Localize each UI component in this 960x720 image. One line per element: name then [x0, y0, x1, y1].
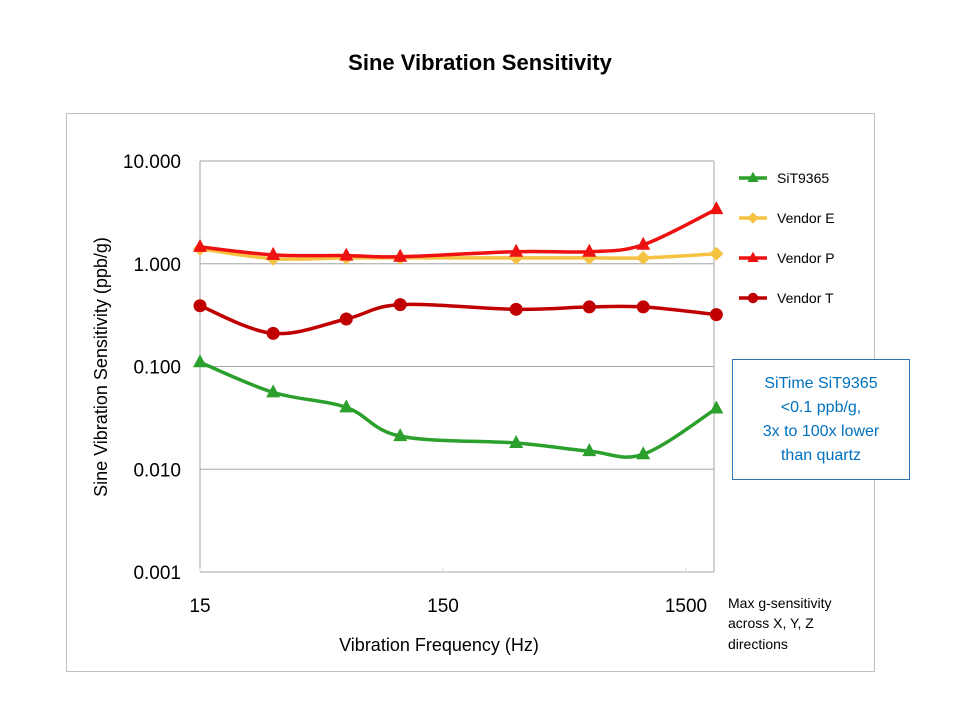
data-point-vendor-t — [509, 302, 523, 316]
callout-line-2: <0.1 ppb/g, — [780, 399, 862, 416]
callout-line-4: than quartz — [780, 447, 862, 464]
callout-line-3: 3x to 100x lower — [762, 423, 880, 440]
data-point-sit9365 — [709, 400, 724, 414]
legend-item-vendor-t: Vendor T — [739, 290, 834, 306]
y-axis-title: Sine Vibration Sensitivity (ppb/g) — [91, 237, 111, 497]
data-point-vendor-p — [509, 243, 524, 257]
series-vendor-t — [193, 298, 723, 340]
y-tick-label: 0.001 — [133, 563, 181, 584]
legend-marker-sit9365 — [747, 171, 759, 182]
data-point-sit9365 — [339, 399, 354, 413]
data-point-vendor-e — [636, 250, 651, 265]
data-point-sit9365 — [266, 384, 281, 398]
legend-label: Vendor P — [777, 250, 835, 266]
x-tick-label: 1500 — [665, 596, 707, 617]
legend-item-vendor-p: Vendor P — [739, 250, 835, 266]
y-tick-label: 0.100 — [133, 358, 181, 379]
note-line-1: Max g-sensitivity — [728, 595, 831, 611]
data-point-vendor-t — [266, 326, 280, 340]
data-point-sit9365 — [193, 354, 207, 368]
x-tick-label: 15 — [189, 596, 210, 617]
data-point-vendor-p — [582, 243, 597, 257]
y-tick-labels: 0.001 0.010 0.100 1.000 10.000 — [123, 152, 181, 584]
legend: SiT9365 Vendor E Vendor P Vendor T — [739, 170, 835, 306]
data-point-vendor-p — [636, 236, 651, 250]
legend-marker-vendor-t — [747, 292, 759, 304]
y-tick-label: 10.000 — [123, 152, 181, 173]
data-point-vendor-e — [709, 246, 724, 261]
data-point-vendor-p — [709, 201, 724, 215]
data-point-vendor-p — [193, 238, 207, 252]
legend-marker-vendor-p — [747, 251, 759, 262]
data-point-vendor-t — [709, 308, 723, 322]
legend-marker-vendor-e — [747, 212, 759, 224]
note-line-3: directions — [728, 636, 788, 652]
slide-title: Sine Vibration Sensitivity — [348, 50, 612, 75]
y-tick-label: 1.000 — [133, 255, 181, 276]
data-point-vendor-p — [339, 247, 354, 261]
data-point-vendor-t — [393, 298, 407, 312]
series-vendor-p — [193, 201, 724, 262]
legend-label: Vendor T — [777, 290, 834, 306]
legend-item-sit9365: SiT9365 — [739, 170, 829, 186]
x-tick-label: 150 — [427, 596, 459, 617]
x-tick-labels: 15 150 1500 — [189, 596, 707, 617]
legend-item-vendor-e: Vendor E — [739, 210, 835, 226]
legend-label: Vendor E — [777, 210, 835, 226]
callout-box: SiTime SiT9365 <0.1 ppb/g, 3x to 100x lo… — [732, 359, 910, 480]
callout-line-1: SiTime SiT9365 — [764, 375, 878, 392]
data-point-sit9365 — [509, 435, 524, 449]
data-point-vendor-t — [636, 300, 650, 314]
data-point-sit9365 — [582, 443, 597, 457]
data-point-vendor-p — [266, 246, 281, 260]
data-point-sit9365 — [636, 446, 651, 460]
data-point-vendor-p — [393, 248, 408, 262]
data-point-sit9365 — [393, 428, 408, 442]
axis-note: Max g-sensitivity across X, Y, Z directi… — [728, 595, 831, 652]
series-line-sit9365 — [199, 360, 718, 459]
gridlines — [200, 160, 714, 573]
series-sit9365 — [193, 354, 724, 460]
y-tick-label: 0.010 — [133, 460, 181, 481]
note-line-2: across X, Y, Z — [728, 615, 814, 631]
data-point-vendor-t — [339, 312, 353, 326]
x-axis-title: Vibration Frequency (Hz) — [339, 635, 539, 655]
series-group — [193, 201, 724, 460]
legend-label: SiT9365 — [777, 170, 829, 186]
data-point-vendor-t — [582, 300, 596, 314]
data-point-vendor-t — [193, 299, 207, 313]
